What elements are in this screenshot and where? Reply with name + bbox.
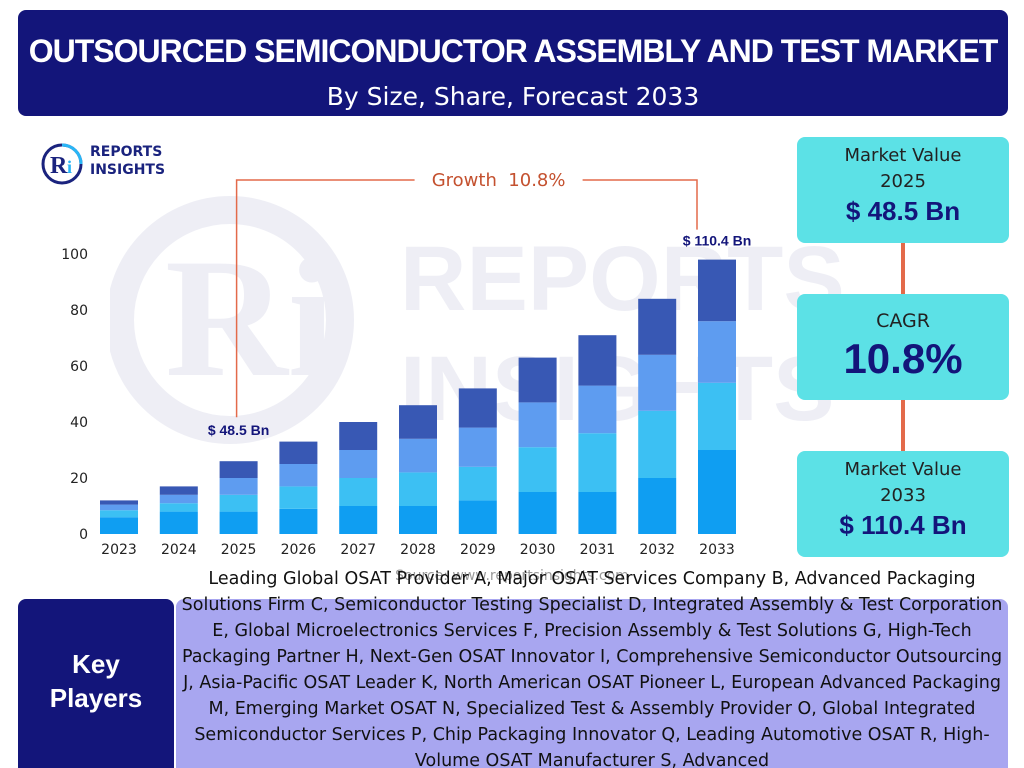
bar-segment xyxy=(518,447,557,492)
cagr-label: CAGR xyxy=(876,310,930,332)
bar-segment xyxy=(279,441,318,464)
card-connector-2 xyxy=(901,400,905,451)
key-players-panel xyxy=(176,599,1008,768)
bar-segment xyxy=(399,438,437,473)
x-tick-label: 2027 xyxy=(340,542,376,558)
bar-segment xyxy=(339,506,378,534)
bar-segment xyxy=(638,478,677,534)
bar-segment xyxy=(638,410,677,478)
svg-text:REPORTS: REPORTS xyxy=(400,228,845,330)
market-value-2025: $ 48.5 Bn xyxy=(845,196,961,226)
x-tick-label: 2026 xyxy=(281,542,317,558)
bar-segment xyxy=(638,354,677,411)
bar-segment xyxy=(219,478,258,495)
key-players-label-line1: Key xyxy=(72,649,120,679)
bar-segment xyxy=(458,466,497,501)
growth-bracket-line xyxy=(235,179,415,418)
bar-segment xyxy=(458,388,497,428)
growth-bracket-line xyxy=(582,179,698,230)
x-tick-label: 2032 xyxy=(639,542,675,558)
market-value-2025-card: Market Value 2025 $ 48.5 Bn xyxy=(797,137,1009,243)
svg-text:Ri: Ri xyxy=(165,224,335,412)
key-players-label-line2: Players xyxy=(49,683,143,713)
bar-segment xyxy=(159,511,198,534)
y-tick-label: 0 xyxy=(79,527,88,543)
bar-segment xyxy=(100,500,138,505)
reports-insights-logo: R i REPORTS INSIGHTS xyxy=(40,142,180,186)
bar-segment xyxy=(399,405,437,439)
bar-segment xyxy=(339,450,378,478)
card-connector-1 xyxy=(901,243,905,294)
bar-segment xyxy=(100,504,138,511)
bar-segment xyxy=(518,492,557,534)
bar-segment xyxy=(279,508,318,534)
x-tick-label: 2031 xyxy=(580,542,616,558)
bar-segment xyxy=(399,506,437,534)
growth-annotation: Growth 10.8% xyxy=(432,170,566,191)
key-players-label-box: Key Players xyxy=(18,599,174,768)
y-tick-label: 100 xyxy=(61,247,88,263)
y-tick-label: 80 xyxy=(70,303,88,319)
logo-text-insights: INSIGHTS xyxy=(90,162,166,178)
x-tick-label: 2033 xyxy=(699,542,735,558)
market-value-2033-label: Market Value 2033 xyxy=(844,459,962,506)
cagr-card: CAGR 10.8% xyxy=(797,294,1009,400)
page-subtitle: By Size, Share, Forecast 2033 xyxy=(326,82,700,111)
ri-logo-icon: R i xyxy=(41,143,83,185)
bar-segment xyxy=(339,478,378,506)
cagr-value: 10.8% xyxy=(843,335,963,382)
bar-segment xyxy=(518,357,557,403)
logo-text-reports: REPORTS xyxy=(90,144,163,160)
bar-segment xyxy=(458,427,497,467)
bar-segment xyxy=(339,422,378,450)
title-banner: OUTSOURCED SEMICONDUCTOR ASSEMBLY AND TE… xyxy=(18,10,1008,116)
y-tick-label: 40 xyxy=(70,415,88,431)
bar-segment xyxy=(578,385,617,434)
y-tick-label: 20 xyxy=(70,471,88,487)
market-value-2025-label: Market Value 2025 xyxy=(844,145,962,192)
bar-segment xyxy=(578,433,617,492)
bar-segment xyxy=(279,464,318,487)
logo-watermark: Ri REPORTS INSIGHTS xyxy=(110,196,845,444)
svg-text:R: R xyxy=(50,153,68,179)
bar-segment xyxy=(698,321,736,383)
bar-segment xyxy=(698,259,736,322)
bar-segment xyxy=(159,486,198,495)
source-note: Source: www.reportsinsights.com xyxy=(395,568,629,584)
x-tick-label: 2030 xyxy=(520,542,556,558)
bar-segment xyxy=(279,486,318,509)
bar-segment xyxy=(219,461,258,478)
y-tick-label: 60 xyxy=(70,359,88,375)
bar-segment xyxy=(219,511,258,534)
bar-segment xyxy=(698,450,736,534)
value-label-2025: $ 48.5 Bn xyxy=(208,422,269,438)
bar-segment xyxy=(159,494,198,504)
market-value-2033-card: Market Value 2033 $ 110.4 Bn xyxy=(797,451,1009,557)
bar-segment xyxy=(458,500,497,534)
bar-segment xyxy=(638,298,677,355)
svg-text:i: i xyxy=(67,157,72,177)
bar-segment xyxy=(100,510,138,518)
bar-segment xyxy=(219,494,258,512)
bar-segment xyxy=(399,472,437,506)
bar-segment xyxy=(159,503,198,512)
bar-segment xyxy=(698,382,736,450)
bar-segment xyxy=(100,517,138,534)
x-tick-label: 2024 xyxy=(161,542,197,558)
x-tick-label: 2025 xyxy=(221,542,257,558)
bar-segment xyxy=(578,335,617,386)
x-tick-label: 2029 xyxy=(460,542,496,558)
market-value-2033: $ 110.4 Bn xyxy=(839,510,967,540)
x-tick-label: 2023 xyxy=(101,542,137,558)
bar-segment xyxy=(518,402,557,448)
bar-segment xyxy=(578,492,617,534)
market-bar-chart: 0 20 40 60 80 100 2023 2024 2025 2026 2027 2028 202… xyxy=(61,170,752,558)
value-label-2033: $ 110.4 Bn xyxy=(683,233,752,249)
x-tick-label: 2028 xyxy=(400,542,436,558)
key-players-list: Leading Global OSAT Provider A, Major OS… xyxy=(181,569,1003,768)
page-title: OUTSOURCED SEMICONDUCTOR ASSEMBLY AND TE… xyxy=(28,33,999,69)
